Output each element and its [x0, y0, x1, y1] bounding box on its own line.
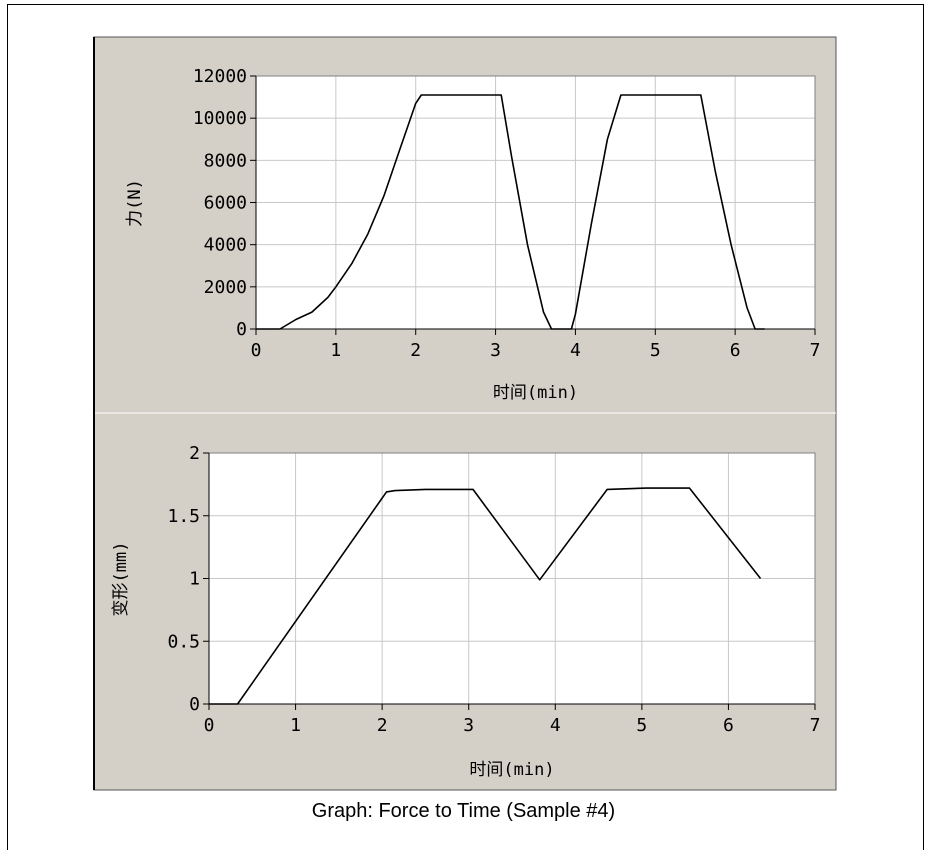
y-axis-label: 变形(mm): [111, 542, 131, 617]
x-tick-label: 2: [410, 340, 421, 361]
y-tick-label: 2: [189, 443, 200, 464]
y-tick-label: 0.5: [167, 631, 200, 652]
x-tick-label: 7: [810, 715, 821, 736]
series-line: [256, 94, 765, 330]
x-axis-label: 时间(min): [493, 383, 578, 403]
y-tick-label: 2000: [204, 277, 247, 298]
x-tick-label: 4: [570, 340, 581, 361]
y-tick-label: 0: [189, 694, 200, 715]
x-tick-label: 3: [463, 715, 474, 736]
series-line: [209, 487, 762, 705]
x-tick-label: 0: [204, 715, 215, 736]
figure-caption: Graph: Force to Time (Sample #4): [311, 800, 616, 822]
x-tick-label: 7: [810, 340, 821, 361]
y-tick-label: 0: [236, 319, 247, 340]
y-tick-label: 12000: [193, 66, 247, 87]
y-tick-label: 6000: [204, 193, 247, 214]
deformation-plot: 0 1 2 3 4 5 6 7 0 0.5 1 1.5 2 时间(min) 变形(mm): [111, 443, 820, 780]
x-tick-label: 3: [490, 340, 501, 361]
x-tick-label: 5: [636, 715, 647, 736]
y-tick-label: 1.5: [167, 506, 200, 527]
x-tick-label: 1: [290, 715, 301, 736]
y-tick-label: 8000: [204, 150, 247, 171]
y-tick-label: 10000: [193, 108, 247, 129]
x-tick-label: 2: [377, 715, 388, 736]
x-tick-label: 1: [330, 340, 341, 361]
y-tick-label: 4000: [204, 235, 247, 256]
x-axis-label: 时间(min): [469, 760, 554, 780]
force-plot: 0 1 2 3 4 5 6 7 0 2000 4000 6000 8000 10000 12000 时间(mi…: [125, 66, 820, 403]
y-axis-label: 力(N): [125, 179, 145, 227]
x-tick-label: 6: [730, 340, 741, 361]
x-tick-label: 5: [650, 340, 661, 361]
x-tick-label: 4: [550, 715, 561, 736]
x-tick-label: 0: [251, 340, 262, 361]
x-tick-label: 6: [723, 715, 734, 736]
y-tick-label: 1: [189, 569, 200, 590]
